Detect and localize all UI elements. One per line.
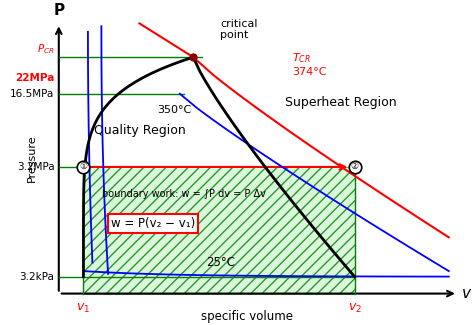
Text: 25°C: 25°C <box>206 256 235 269</box>
Text: v: v <box>462 286 471 301</box>
Text: 350°C: 350°C <box>157 105 191 115</box>
Text: Superheat Region: Superheat Region <box>285 96 397 109</box>
Text: 16.5MPa: 16.5MPa <box>10 89 55 99</box>
Text: ①: ① <box>79 162 88 172</box>
Text: specific volume: specific volume <box>201 310 293 323</box>
Text: boundary work: w = ∫P dv = P Δv: boundary work: w = ∫P dv = P Δv <box>102 189 266 199</box>
Text: critical
point: critical point <box>220 19 258 40</box>
Text: $v_2$: $v_2$ <box>347 302 362 315</box>
Text: 3.2MPa: 3.2MPa <box>17 162 55 172</box>
Text: $P_{CR}$: $P_{CR}$ <box>36 42 55 56</box>
Text: 22MPa: 22MPa <box>15 73 55 83</box>
Text: Quality Region: Quality Region <box>93 124 185 137</box>
Text: w = P(v₂ − v₁): w = P(v₂ − v₁) <box>111 217 195 230</box>
Text: Pressure: Pressure <box>27 135 37 182</box>
Text: ②: ② <box>351 162 359 172</box>
Text: $T_{CR}$
374°C: $T_{CR}$ 374°C <box>292 52 327 77</box>
Text: $v_1$: $v_1$ <box>76 302 91 315</box>
Polygon shape <box>83 167 355 293</box>
Text: 3.2kPa: 3.2kPa <box>19 272 55 282</box>
Text: P: P <box>53 3 64 18</box>
